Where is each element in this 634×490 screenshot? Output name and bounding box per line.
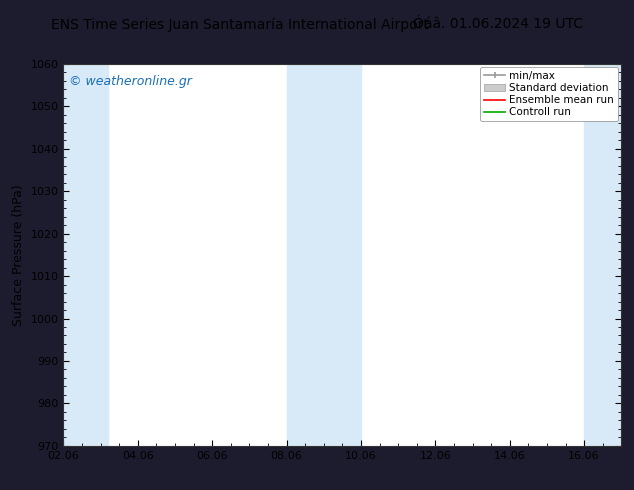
Legend: min/max, Standard deviation, Ensemble mean run, Controll run: min/max, Standard deviation, Ensemble me… xyxy=(480,67,618,122)
Text: ENS Time Series Juan Santamaría International Airport: ENS Time Series Juan Santamaría Internat… xyxy=(51,17,429,31)
Text: © weatheronline.gr: © weatheronline.gr xyxy=(69,75,192,88)
Text: Óáâ. 01.06.2024 19 UTC: Óáâ. 01.06.2024 19 UTC xyxy=(413,17,583,31)
Bar xyxy=(584,64,621,446)
Y-axis label: Surface Pressure (hPa): Surface Pressure (hPa) xyxy=(12,184,25,326)
Bar xyxy=(287,64,361,446)
Bar xyxy=(63,64,108,446)
